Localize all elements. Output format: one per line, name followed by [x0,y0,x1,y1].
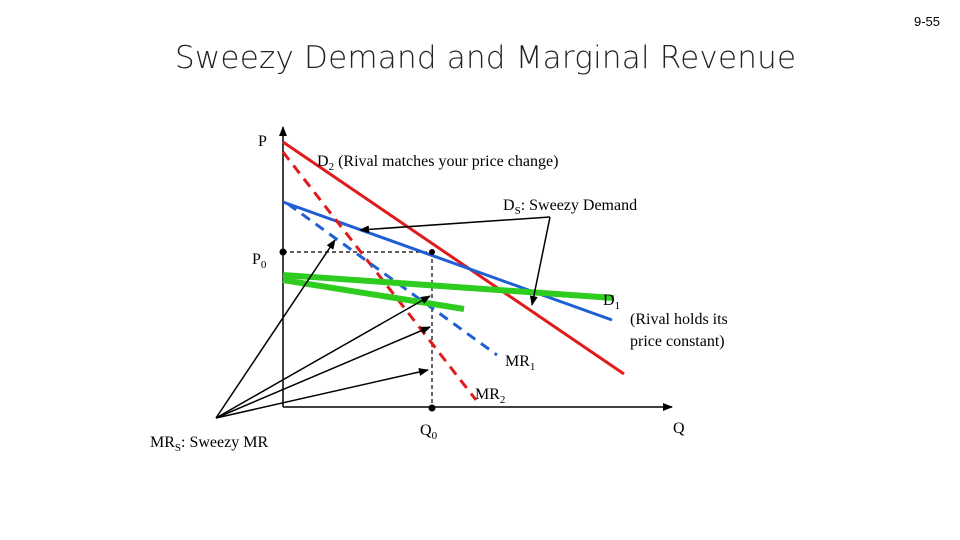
p0-dot [279,248,287,256]
slide-title: Sweezy Demand and Marginal Revenue [175,40,797,76]
kink-dot [429,249,435,255]
mrs-label: MRS: Sweezy MR [150,434,268,454]
p0-label: P0 [252,251,267,271]
d2-line [282,140,625,376]
mrs-arrow-4 [215,368,429,419]
sweezy-mr-upper-segment [282,272,615,301]
mr2-label: MR2 [475,386,505,406]
ds-arrow-to-lower [529,216,551,306]
q0-dot [428,404,436,412]
sweezy-mr-lower-segment [282,277,465,312]
d2-label: D2 (Rival matches your price change) [317,153,558,173]
mr1-line [287,202,498,357]
ds-label: DS: Sweezy Demand [503,197,637,217]
mr2-line [281,151,478,401]
mrs-arrow-1 [215,239,336,419]
mr1-label: MR1 [505,353,535,373]
d1-note-line1: (Rival holds its [630,311,728,328]
mrs-arrow-2 [215,295,431,419]
mrs-arrow-3 [215,326,431,419]
p-axis-label: P [258,133,267,150]
q0-label: Q0 [420,422,438,442]
slide-number: 9-55 [913,14,940,29]
d1-line [282,200,613,322]
ds-arrow-to-upper [359,216,551,234]
d1-label: D1 [603,292,620,312]
q-axis-label: Q [673,420,685,437]
d1-note-line2: price constant) [630,333,725,350]
